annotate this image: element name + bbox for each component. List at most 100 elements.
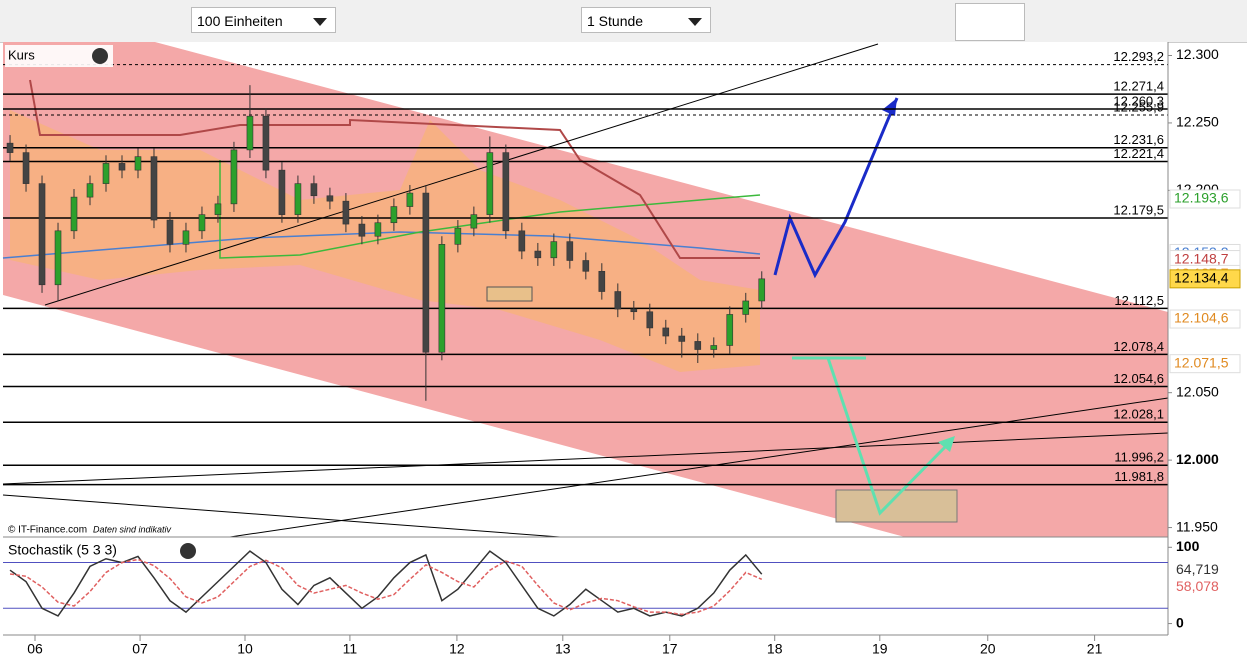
panel-header [5,45,113,67]
candle-body [470,214,478,229]
candle-body [678,335,686,342]
candle-body [38,183,46,286]
candle-body [358,223,366,237]
candle-body [534,250,542,259]
x-tick-label: 11 [343,641,358,657]
x-tick-label: 06 [27,641,43,657]
units-label: 100 Einheiten [197,13,283,29]
close-button[interactable] [92,48,108,64]
toolbar: 100 Einheiten 1 Stunde [0,0,1247,43]
level-label: 12.221,4 [1113,146,1164,161]
candle-body [54,230,62,286]
level-layer: 12.293,2 12.271,412.260,312.255,9 12.231,6… [3,49,1168,486]
level-label: 12.179,5 [1113,202,1164,217]
level-label: 12.231,6 [1113,132,1164,147]
candle-body [278,169,286,215]
interval-label: 1 Stunde [587,13,644,29]
candle-body [230,149,238,205]
candle-body [582,260,590,272]
x-tick-label: 20 [980,641,996,657]
bollinger-band [10,110,760,372]
candle-body [214,203,222,215]
candle-body [102,163,110,184]
level-label: 12.112,5 [1114,293,1164,308]
copyright: © IT-Finance.com [8,525,87,536]
x-tick-label: 18 [767,641,783,657]
panel-title: Stochastik (5 3 3) [8,542,117,558]
chart: 12.293,2 12.271,412.260,312.255,9 12.231,6… [2,42,1241,657]
y-tick-label: 12.000 [1176,451,1219,467]
candle-body [454,227,462,245]
candle-body [518,230,526,252]
panel-header [5,540,200,562]
interval-dropdown[interactable]: 1 Stunde [581,7,711,33]
candle-body [246,115,254,151]
units-dropdown[interactable]: 100 Einheiten [191,7,336,33]
candle-body [694,341,702,350]
candle-body [150,156,158,221]
candle-body [630,308,638,313]
level-label: 12.078,4 [1113,339,1164,354]
candle-body [390,206,398,224]
candle-layer [6,85,766,401]
candle-body [758,278,766,302]
trend-line [229,397,1169,538]
candle-body [86,183,94,198]
candle-body [406,192,414,207]
stochastic-line [9,550,763,617]
trend-line [2,494,561,538]
candle-body [598,270,606,292]
candle-body [182,230,190,245]
level-label: 12.260,3 [1113,93,1164,108]
price-tag-label: 12.071,5 [1174,354,1229,370]
candle-body [422,192,430,353]
indicator-button[interactable] [955,3,1025,41]
level-label: 12.054,6 [1113,371,1164,386]
x-tick-label: 19 [872,641,888,657]
price-tag [1169,269,1241,289]
scenario-arrow [773,97,899,279]
price-tag-label: 12.148,7 [1174,250,1229,266]
candle-body [310,183,318,197]
price-tag [1169,354,1241,374]
x-tick-label: 13 [555,641,571,657]
scenario-arrow [826,357,954,516]
x-tick-label: 12 [449,641,465,657]
price-tag-label: 12.193,6 [1174,190,1229,206]
arrow-head [938,436,955,452]
y-tick-label: 100 [1176,538,1200,554]
candle-body [502,152,510,232]
candle-body [6,142,14,153]
trend-line [2,432,1169,485]
y-tick-label: 11.950 [1176,518,1218,534]
close-button[interactable] [180,543,196,559]
candle-body [566,241,574,261]
candle-body [262,115,270,171]
candle-body [710,345,718,350]
y-tick-label: 12.050 [1176,383,1219,399]
candle-body [662,327,670,337]
y-tick-label: 12.300 [1176,46,1219,62]
level-label: 11.981,8 [1114,469,1164,484]
y-tick-label: 12.250 [1176,114,1219,130]
level-label: 11.996,2 [1114,450,1164,465]
candle-body [134,156,142,171]
panel-title: Kurs [8,47,35,62]
price-tag [1169,309,1241,329]
trend-line [44,43,879,306]
stop-line [29,79,760,259]
legend-label: 64,719 [1176,561,1219,577]
candle-body [646,311,654,329]
candle-body [294,183,302,215]
disclaimer: Daten sind indikativ [93,524,172,534]
x-tick-label: 10 [237,641,253,657]
x-tick-label: 07 [132,641,148,657]
zone-box [486,286,533,302]
level-label: 12.293,2 [1113,49,1164,64]
candle-body [22,152,30,184]
candle-body [438,244,446,353]
stochastic-line [9,558,763,616]
y-tick-label: 0 [1176,614,1184,630]
arrow-head [882,98,897,116]
